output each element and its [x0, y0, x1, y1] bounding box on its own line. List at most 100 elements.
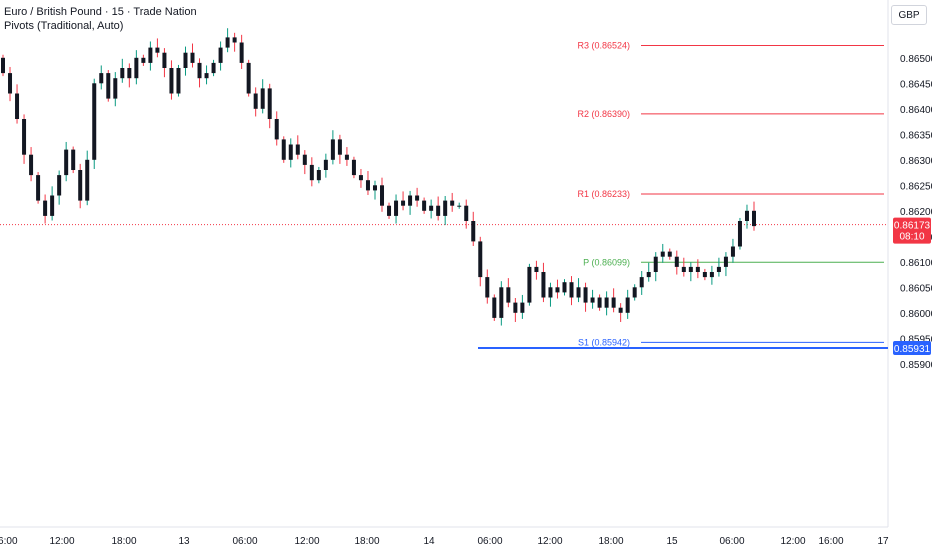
low-price-tag — [893, 340, 931, 355]
candle-body — [429, 205, 434, 211]
candle-body — [506, 287, 511, 303]
candle-body — [22, 119, 27, 155]
last-price-label: 0.86173 — [894, 221, 931, 232]
candle-body — [78, 170, 83, 201]
candle-body — [85, 159, 90, 201]
candle-body — [148, 47, 153, 63]
pivot-label: R1 (0.86233) — [577, 189, 630, 199]
candle-body — [113, 78, 118, 99]
candle-body — [281, 139, 286, 160]
x-tick-label: 13 — [178, 536, 190, 547]
candle-body — [674, 256, 679, 267]
candle-body — [337, 139, 342, 155]
candle-body — [548, 287, 553, 298]
candle-body — [1, 57, 5, 74]
candle-body — [443, 200, 448, 216]
pivot-label: R3 (0.86524) — [577, 41, 630, 51]
candle-body — [541, 272, 546, 298]
candle-body — [71, 149, 76, 170]
candle-body — [394, 200, 399, 216]
candle-body — [590, 297, 595, 303]
candle-body — [716, 266, 721, 272]
candle-body — [36, 175, 41, 201]
candle-body — [176, 68, 181, 94]
candle-body — [253, 93, 258, 109]
last-price-tag — [893, 217, 931, 244]
x-tick-label: 12:00 — [780, 536, 805, 547]
indicator-label[interactable]: Pivots (Traditional, Auto) — [4, 20, 124, 32]
candle-body — [408, 195, 413, 206]
candle-body — [618, 307, 623, 313]
candle-body — [604, 297, 609, 308]
candle-body — [309, 164, 314, 181]
candle-body — [422, 200, 427, 211]
x-tick-label: 06:00 — [232, 536, 257, 547]
candle-body — [344, 154, 349, 160]
candle-body — [190, 52, 195, 63]
candle-body — [295, 144, 300, 155]
candle-body — [646, 272, 651, 278]
x-tick-label: 17 — [877, 536, 889, 547]
x-tick-label: 06:00 — [0, 536, 18, 547]
candle-body — [99, 73, 104, 84]
candle-body — [260, 88, 265, 109]
y-tick-label: 0.85900 — [900, 360, 932, 371]
candle-body — [534, 266, 539, 272]
candle-body — [155, 47, 160, 53]
candle-body — [513, 302, 518, 313]
x-tick-label: 16:00 — [818, 536, 843, 547]
candle-body — [387, 205, 392, 216]
candle-body — [162, 52, 167, 68]
candle-body — [611, 297, 616, 308]
candle-body — [562, 282, 567, 293]
candle-body — [15, 93, 20, 119]
candle-body — [64, 149, 69, 176]
candle-body — [639, 277, 644, 288]
countdown-label: 08:10 — [899, 232, 924, 243]
currency-button[interactable]: GBP — [891, 5, 927, 25]
candle-body — [106, 73, 111, 99]
candle-body — [464, 205, 469, 221]
candle-body — [351, 159, 356, 176]
candle-body — [197, 62, 202, 79]
candle-body — [288, 144, 293, 160]
candle-body — [520, 302, 525, 313]
candle-body — [695, 266, 700, 272]
candle-body — [576, 287, 581, 298]
candle-body — [499, 287, 504, 318]
candle-body — [57, 175, 62, 196]
candle-body — [737, 221, 742, 247]
candle-body — [660, 251, 665, 257]
candle-body — [709, 272, 714, 278]
pivot-label: R2 (0.86390) — [577, 109, 630, 119]
pivot-label: P (0.86099) — [583, 257, 630, 267]
candle-body — [632, 287, 637, 298]
x-tick-label: 06:00 — [719, 536, 744, 547]
candle-body — [127, 68, 132, 79]
pivot-label: S1 (0.85942) — [578, 337, 630, 347]
candle-body — [232, 37, 237, 43]
low-price-label: 0.85931 — [894, 344, 931, 355]
candle-body — [653, 256, 658, 272]
candle-body — [625, 297, 630, 313]
candle-body — [8, 73, 13, 94]
candle-body — [365, 180, 370, 191]
candle-body — [478, 241, 483, 278]
candle-body — [211, 62, 216, 74]
candle-body — [492, 297, 497, 318]
x-tick-label: 18:00 — [598, 536, 623, 547]
candle-body — [358, 175, 363, 181]
candle-body — [569, 282, 574, 298]
candle-body — [752, 210, 756, 227]
candle-body — [50, 195, 55, 216]
candle-body — [204, 73, 209, 79]
candle-body — [169, 68, 174, 94]
x-tick-label: 18:00 — [354, 536, 379, 547]
candle-body — [730, 246, 735, 257]
candle-body — [471, 221, 476, 242]
